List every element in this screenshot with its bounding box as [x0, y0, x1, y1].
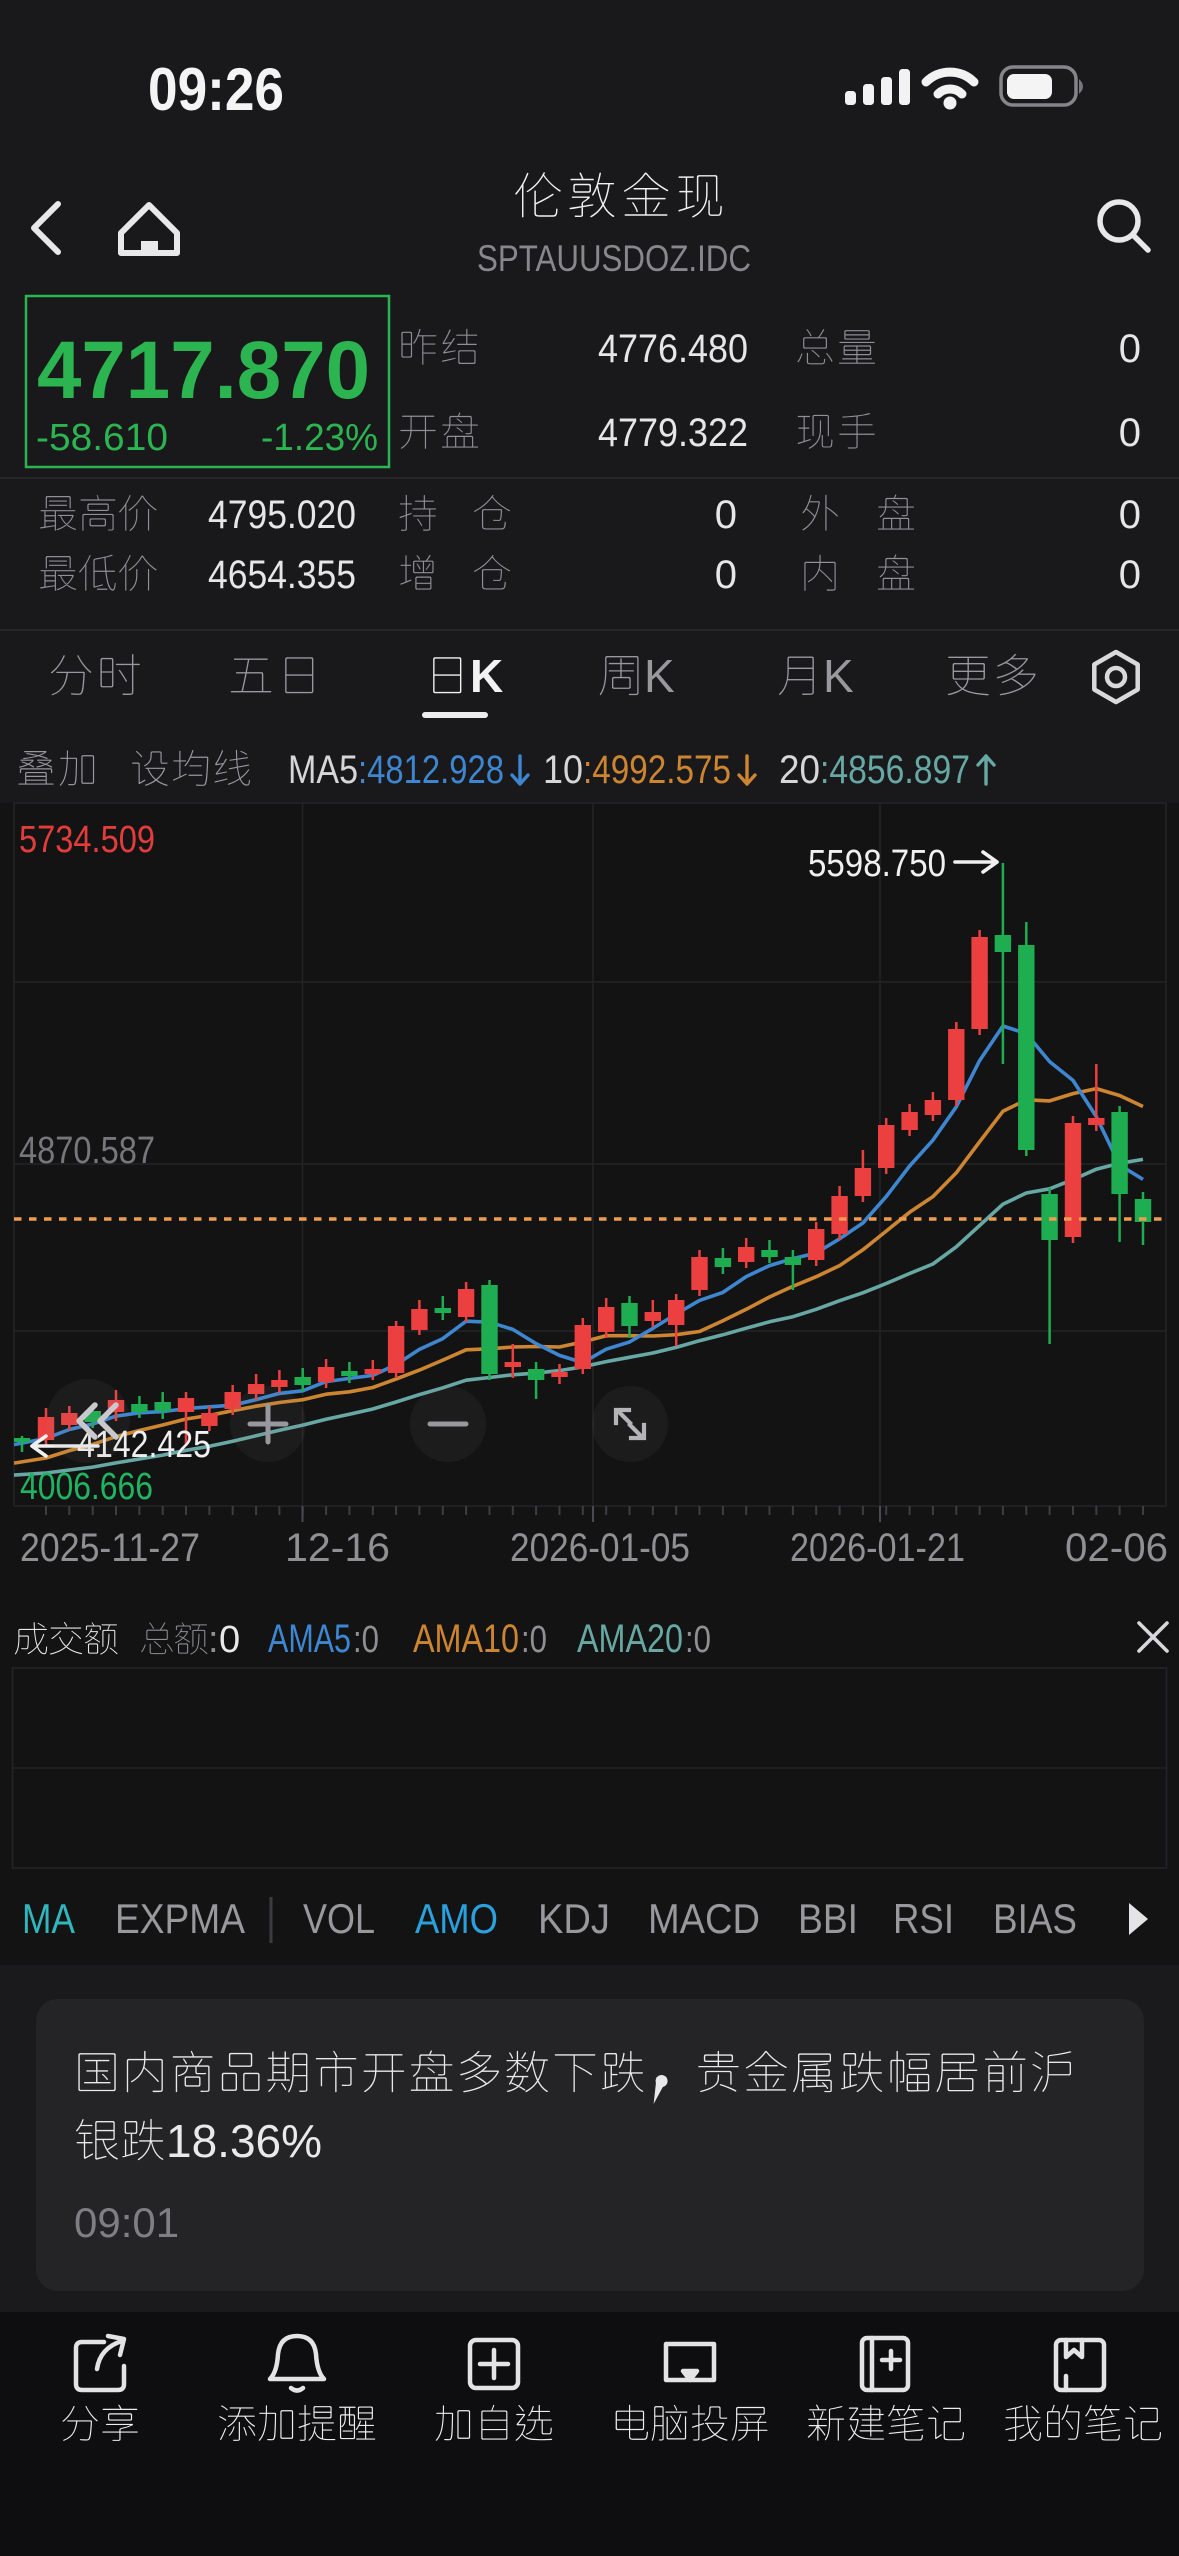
svg-text:RSI: RSI [893, 1895, 954, 1942]
svg-text:0: 0 [219, 1619, 240, 1661]
svg-text:SPTAUUSDOZ.IDC: SPTAUUSDOZ.IDC [477, 238, 751, 279]
svg-text:09:26: 09:26 [148, 56, 284, 123]
svg-text:MA5: MA5 [288, 748, 358, 792]
svg-text:AMA5: AMA5 [268, 1617, 351, 1661]
svg-text:0: 0 [715, 553, 737, 597]
svg-text:12-16: 12-16 [285, 1526, 390, 1570]
svg-text:2025-11-27: 2025-11-27 [20, 1526, 200, 1570]
svg-text:18.36%: 18.36% [166, 2115, 322, 2167]
svg-text::: : [208, 1619, 219, 1661]
svg-text:2026-01-05: 2026-01-05 [510, 1526, 690, 1570]
svg-text:4717.870: 4717.870 [37, 325, 370, 416]
svg-text:VOL: VOL [303, 1895, 375, 1942]
svg-text:0: 0 [715, 493, 737, 537]
svg-text:0: 0 [1119, 553, 1141, 597]
svg-text:5734.509: 5734.509 [19, 819, 155, 861]
svg-text:-1.23%: -1.23% [261, 417, 378, 459]
svg-text::0: :0 [353, 1619, 379, 1661]
svg-text:4654.355: 4654.355 [208, 553, 356, 597]
svg-text:AMA20: AMA20 [577, 1617, 683, 1661]
svg-text:0: 0 [1119, 493, 1141, 537]
svg-text:2026-01-21: 2026-01-21 [790, 1526, 965, 1570]
svg-text::0: :0 [685, 1619, 711, 1661]
svg-text:KDJ: KDJ [538, 1895, 610, 1942]
svg-text:20: 20 [779, 748, 820, 792]
svg-text:MA: MA [22, 1895, 75, 1942]
svg-text:MACD: MACD [648, 1895, 760, 1942]
svg-text:-58.610: -58.610 [36, 417, 168, 459]
svg-text:0: 0 [1119, 327, 1141, 371]
svg-text:BBI: BBI [798, 1895, 858, 1942]
svg-text:4006.666: 4006.666 [20, 1466, 153, 1508]
svg-text:4776.480: 4776.480 [598, 327, 748, 371]
svg-text:K: K [823, 650, 854, 702]
svg-text:5598.750: 5598.750 [808, 843, 946, 885]
svg-text::0: :0 [521, 1619, 547, 1661]
svg-text:BIAS: BIAS [993, 1895, 1077, 1942]
svg-text:4795.020: 4795.020 [208, 493, 356, 537]
svg-text::4812.928: :4812.928 [358, 748, 504, 792]
svg-text:4870.587: 4870.587 [19, 1130, 155, 1172]
svg-text:02-06: 02-06 [1065, 1526, 1168, 1570]
svg-text:10: 10 [543, 748, 583, 792]
svg-text:09:01: 09:01 [74, 2199, 179, 2246]
svg-text:K: K [644, 650, 675, 702]
svg-text::4992.575: :4992.575 [583, 748, 731, 792]
svg-text:EXPMA: EXPMA [115, 1895, 245, 1942]
svg-text:4779.322: 4779.322 [598, 411, 748, 455]
svg-text:AMA10: AMA10 [413, 1617, 519, 1661]
svg-text::4856.897: :4856.897 [820, 748, 970, 792]
svg-text:AMO: AMO [415, 1895, 498, 1942]
svg-text:0: 0 [1119, 411, 1141, 455]
svg-text:K: K [470, 650, 503, 702]
